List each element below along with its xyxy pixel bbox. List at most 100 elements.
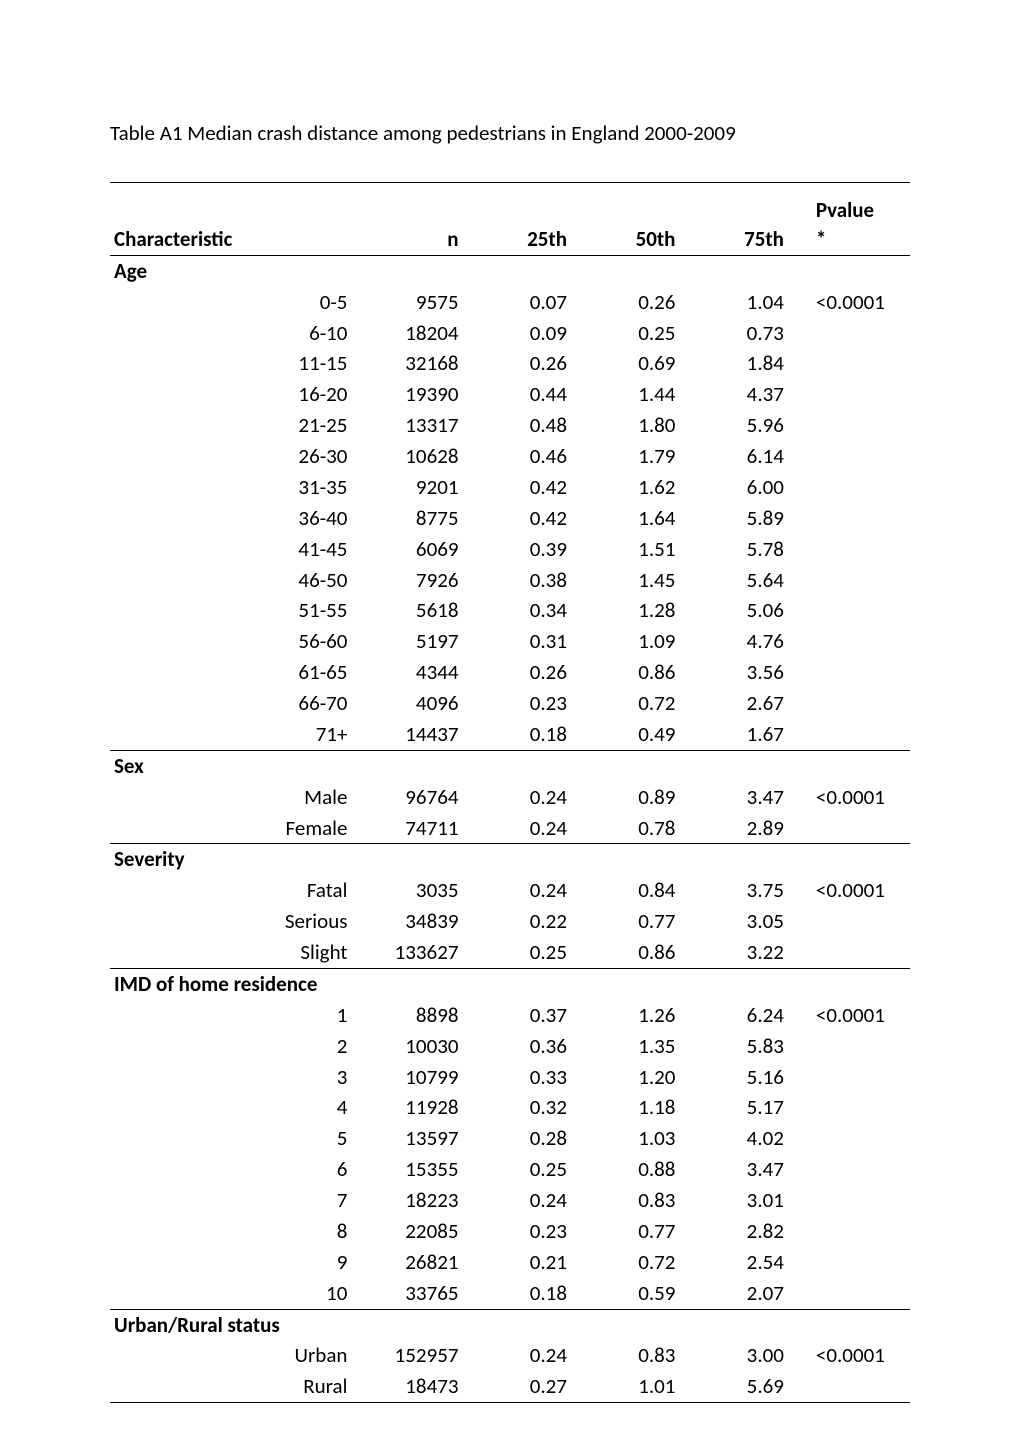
cell-n: 74711 xyxy=(365,813,478,844)
cell-50th: 1.26 xyxy=(587,1000,695,1031)
cell-pvalue xyxy=(804,1247,910,1278)
table-row: 10337650.180.592.07 xyxy=(110,1278,910,1309)
table-row: 41-4560690.391.515.78 xyxy=(110,534,910,565)
cell-75th: 3.01 xyxy=(695,1185,803,1216)
section-title: Urban/Rural status xyxy=(110,1309,910,1340)
cell-50th: 0.69 xyxy=(587,348,695,379)
header-pvalue-top: Pvalue xyxy=(804,183,910,226)
cell-25th: 0.36 xyxy=(479,1031,587,1062)
row-label: 9 xyxy=(110,1247,365,1278)
cell-50th: 0.72 xyxy=(587,1247,695,1278)
row-label: 6 xyxy=(110,1154,365,1185)
cell-pvalue: <0.0001 xyxy=(804,287,910,318)
cell-75th: 6.24 xyxy=(695,1000,803,1031)
cell-25th: 0.46 xyxy=(479,441,587,472)
header-75th: 75th xyxy=(695,183,803,256)
cell-25th: 0.26 xyxy=(479,348,587,379)
cell-25th: 0.39 xyxy=(479,534,587,565)
cell-75th: 2.07 xyxy=(695,1278,803,1309)
cell-pvalue: <0.0001 xyxy=(804,1340,910,1371)
page: Table A1 Median crash distance among ped… xyxy=(0,0,1020,1403)
cell-n: 26821 xyxy=(365,1247,478,1278)
cell-n: 96764 xyxy=(365,782,478,813)
table-row: 11-15321680.260.691.84 xyxy=(110,348,910,379)
cell-n: 152957 xyxy=(365,1340,478,1371)
row-label: 56-60 xyxy=(110,626,365,657)
cell-75th: 3.56 xyxy=(695,657,803,688)
cell-pvalue xyxy=(804,813,910,844)
cell-75th: 4.02 xyxy=(695,1123,803,1154)
row-label: 61-65 xyxy=(110,657,365,688)
cell-25th: 0.23 xyxy=(479,1216,587,1247)
cell-n: 33765 xyxy=(365,1278,478,1309)
cell-25th: 0.42 xyxy=(479,472,587,503)
cell-n: 9201 xyxy=(365,472,478,503)
cell-n: 32168 xyxy=(365,348,478,379)
cell-25th: 0.18 xyxy=(479,1278,587,1309)
header-pvalue-bottom: * xyxy=(804,226,910,255)
cell-n: 11928 xyxy=(365,1092,478,1123)
cell-pvalue xyxy=(804,719,910,750)
row-label: 6-10 xyxy=(110,318,365,349)
cell-n: 18473 xyxy=(365,1371,478,1402)
cell-n: 18204 xyxy=(365,318,478,349)
cell-25th: 0.07 xyxy=(479,287,587,318)
cell-50th: 0.84 xyxy=(587,875,695,906)
cell-n: 4096 xyxy=(365,688,478,719)
cell-75th: 6.14 xyxy=(695,441,803,472)
cell-25th: 0.22 xyxy=(479,906,587,937)
section-title: Sex xyxy=(110,750,910,781)
cell-n: 10628 xyxy=(365,441,478,472)
cell-n: 14437 xyxy=(365,719,478,750)
cell-25th: 0.26 xyxy=(479,657,587,688)
cell-75th: 5.89 xyxy=(695,503,803,534)
table-row: Slight1336270.250.863.22 xyxy=(110,937,910,968)
cell-50th: 1.03 xyxy=(587,1123,695,1154)
cell-n: 3035 xyxy=(365,875,478,906)
cell-pvalue xyxy=(804,472,910,503)
row-label: 51-55 xyxy=(110,595,365,626)
cell-pvalue xyxy=(804,595,910,626)
cell-50th: 0.49 xyxy=(587,719,695,750)
table-row: 51-5556180.341.285.06 xyxy=(110,595,910,626)
cell-50th: 0.89 xyxy=(587,782,695,813)
cell-25th: 0.25 xyxy=(479,937,587,968)
cell-50th: 1.80 xyxy=(587,410,695,441)
table-row: 56-6051970.311.094.76 xyxy=(110,626,910,657)
table-body: Age0-595750.070.261.04<0.00016-10182040.… xyxy=(110,255,910,1402)
cell-pvalue xyxy=(804,534,910,565)
row-label: 4 xyxy=(110,1092,365,1123)
row-label: 5 xyxy=(110,1123,365,1154)
cell-50th: 0.86 xyxy=(587,657,695,688)
table-row: 46-5079260.381.455.64 xyxy=(110,565,910,596)
cell-75th: 3.47 xyxy=(695,1154,803,1185)
table-row: 71+144370.180.491.67 xyxy=(110,719,910,750)
table-row: Rural184730.271.015.69 xyxy=(110,1371,910,1402)
section-header: Sex xyxy=(110,750,910,781)
cell-25th: 0.09 xyxy=(479,318,587,349)
table-header: Characteristic n 25th 50th 75th Pvalue * xyxy=(110,183,910,256)
row-label: 8 xyxy=(110,1216,365,1247)
header-characteristic: Characteristic xyxy=(110,183,365,256)
cell-25th: 0.24 xyxy=(479,1340,587,1371)
table-row: 16-20193900.441.444.37 xyxy=(110,379,910,410)
row-label: 11-15 xyxy=(110,348,365,379)
cell-75th: 4.76 xyxy=(695,626,803,657)
cell-25th: 0.34 xyxy=(479,595,587,626)
row-label: Rural xyxy=(110,1371,365,1402)
cell-pvalue xyxy=(804,379,910,410)
cell-25th: 0.28 xyxy=(479,1123,587,1154)
section-title: Severity xyxy=(110,844,910,875)
cell-75th: 2.67 xyxy=(695,688,803,719)
cell-50th: 0.83 xyxy=(587,1340,695,1371)
cell-75th: 5.17 xyxy=(695,1092,803,1123)
table-row: 2100300.361.355.83 xyxy=(110,1031,910,1062)
cell-25th: 0.44 xyxy=(479,379,587,410)
section-title: Age xyxy=(110,255,910,286)
table-row: 0-595750.070.261.04<0.0001 xyxy=(110,287,910,318)
cell-pvalue xyxy=(804,1092,910,1123)
table-row: 36-4087750.421.645.89 xyxy=(110,503,910,534)
cell-75th: 3.22 xyxy=(695,937,803,968)
cell-n: 7926 xyxy=(365,565,478,596)
cell-25th: 0.24 xyxy=(479,782,587,813)
